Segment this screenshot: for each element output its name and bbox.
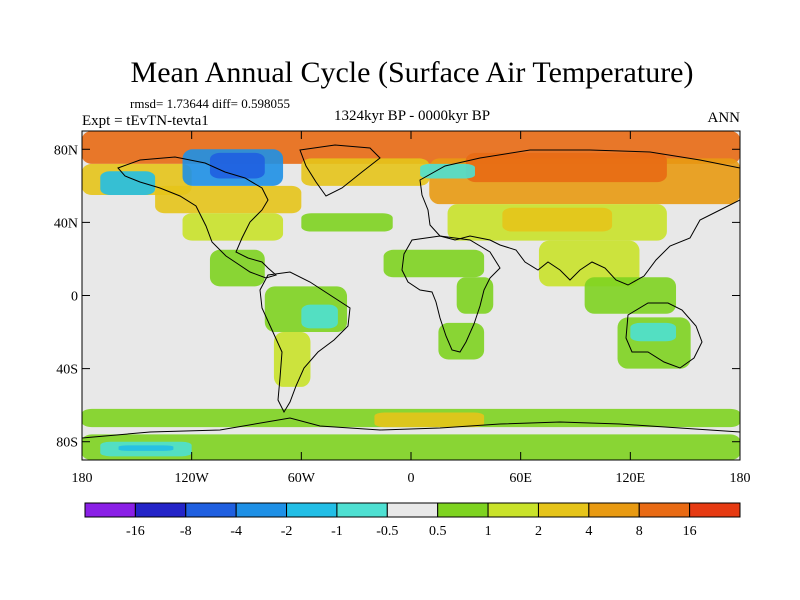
field-alaska-cold <box>100 171 156 195</box>
coast-eurasia <box>419 149 740 286</box>
field-australia-cool <box>630 322 677 342</box>
field-n-america-mid <box>182 213 284 241</box>
field-east-africa <box>456 277 494 314</box>
colorbar-label: -8 <box>180 524 192 539</box>
field-scandinavia-cool <box>420 163 475 179</box>
coast-greenland <box>299 144 381 197</box>
field-brazil-cool <box>301 304 338 329</box>
field-southern-africa <box>438 322 485 360</box>
colorbar-swatch <box>537 502 590 518</box>
colorbar-swatch <box>336 502 388 518</box>
field-n-atlantic-arm <box>301 158 430 186</box>
y-tick-label: 80N <box>54 143 78 158</box>
y-axis: 80N 40N 0 40S 80S <box>54 143 740 451</box>
field-antarctic-coast-warm <box>374 412 485 428</box>
colorbar-swatch <box>286 502 338 518</box>
period-label: 1324kyr BP - 0000kyr BP <box>334 108 490 124</box>
experiment-label: Expt = tEvTN-tevta1 <box>82 113 209 129</box>
x-axis: 180 120W 60W 0 60E 120E 180 <box>72 131 751 486</box>
x-tick-label: 180 <box>72 471 93 486</box>
coast-north-america <box>117 156 278 279</box>
colorbar-swatch <box>386 502 439 518</box>
colorbar-swatch <box>588 502 640 518</box>
colorbar: -16 -8 -4 -2 -1 -0.5 0.5 1 2 4 8 16 <box>84 502 741 539</box>
y-tick-label: 0 <box>71 290 78 305</box>
field-n-america-north <box>155 185 302 214</box>
colorbar-label: 16 <box>683 524 697 539</box>
x-tick-label: 0 <box>408 471 415 486</box>
field-n-atlantic-band <box>301 213 393 232</box>
colorbar-label: -1 <box>331 524 343 539</box>
x-tick-label: 120W <box>175 471 210 486</box>
field-s-america-south <box>273 332 311 387</box>
field-antarctic-cool <box>118 445 174 451</box>
colorbar-label: 2 <box>535 524 542 539</box>
coast-africa <box>401 235 501 353</box>
field-se-asia <box>584 277 677 314</box>
colorbar-label: -16 <box>126 524 145 539</box>
coast-australia <box>625 302 703 369</box>
coast-antarctica <box>82 417 740 439</box>
colorbar-swatch <box>134 502 187 518</box>
x-tick-label: 120E <box>616 471 646 486</box>
colorbar-swatch <box>638 502 691 518</box>
colorbar-label: -0.5 <box>376 524 398 539</box>
colorbar-swatch <box>185 502 237 518</box>
y-tick-label: 40S <box>56 363 78 378</box>
coast-south-america <box>259 271 351 414</box>
field-central-america <box>209 249 265 287</box>
colorbar-swatch <box>84 502 136 518</box>
x-tick-label: 180 <box>730 471 751 486</box>
y-tick-label: 80S <box>56 436 78 451</box>
x-tick-label: 60W <box>288 471 316 486</box>
field-antarctic-south <box>82 434 740 460</box>
season-label: ANN <box>708 110 741 126</box>
field-hudson-cold <box>209 152 265 179</box>
temperature-field <box>82 131 740 460</box>
colorbar-label: -2 <box>281 524 293 539</box>
colorbar-swatch <box>689 502 741 518</box>
colorbar-swatch <box>437 502 489 518</box>
coastlines <box>82 144 740 439</box>
colorbar-label: -4 <box>230 524 242 539</box>
y-tick-label: 40N <box>54 216 78 231</box>
colorbar-label: 0.5 <box>429 524 447 539</box>
chart-title: Mean Annual Cycle (Surface Air Temperatu… <box>131 56 694 89</box>
stats-line: rmsd= 1.73644 diff= 0.598055 <box>130 96 290 111</box>
field-siberia-core <box>465 152 667 183</box>
field-central-asia <box>502 207 613 232</box>
colorbar-label: 8 <box>636 524 643 539</box>
field-sahara-band <box>383 249 485 278</box>
colorbar-swatch <box>235 502 288 518</box>
colorbar-swatch <box>487 502 539 518</box>
x-tick-label: 60E <box>509 471 532 486</box>
colorbar-label: 1 <box>485 524 492 539</box>
colorbar-label: 4 <box>585 524 592 539</box>
